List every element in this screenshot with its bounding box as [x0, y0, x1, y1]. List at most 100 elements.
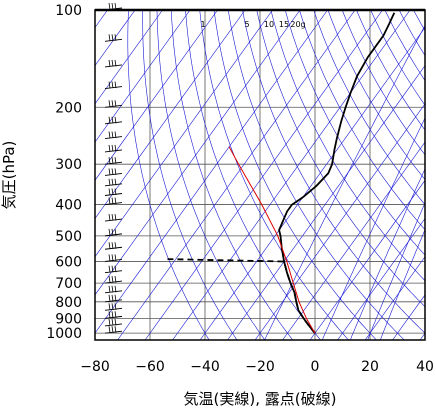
x-tick-label: −40	[190, 359, 220, 375]
wind-barb-flag	[114, 188, 117, 196]
wind-barb-flag	[108, 285, 111, 293]
wind-barb-flag	[108, 294, 111, 302]
y-tick-label: 200	[55, 100, 82, 116]
dry-adiabat	[299, 10, 425, 231]
wind-barb-flag	[108, 254, 111, 262]
wind-barbs	[104, 2, 123, 334]
wind-barb-flag	[114, 326, 117, 333]
wind-barb-flag	[111, 311, 114, 318]
dry-adiabat	[242, 10, 425, 334]
dry-adiabat	[270, 10, 425, 282]
wind-barb-staff	[104, 86, 123, 89]
y-tick-label: 300	[55, 157, 82, 173]
wind-barb-staff	[104, 121, 123, 125]
wind-barb	[104, 318, 123, 327]
x-tick-label: −60	[135, 359, 165, 375]
wind-barb-flag	[111, 81, 114, 89]
x-tick-labels: −80 −60 −40 −20 0 20 40	[80, 359, 434, 375]
x-axis-title: 気温(実線), 露点(破線)	[184, 390, 337, 408]
mixing-ratio-label: 10	[264, 20, 274, 29]
y-tick-label: 100	[55, 3, 82, 19]
wind-barb-staff	[104, 202, 123, 206]
wind-barb-staff	[104, 136, 123, 140]
wind-barb-flag	[108, 59, 111, 67]
wind-barb-flag	[108, 144, 111, 152]
wind-barb-staff	[104, 149, 123, 153]
wind-barb	[104, 214, 123, 222]
wind-barb-flag	[114, 294, 117, 302]
isotherm-line	[392, 294, 425, 340]
dry-adiabat	[142, 10, 238, 340]
wind-barb-flag	[114, 131, 117, 139]
wind-barb-flag	[111, 254, 114, 262]
y-tick-label: 1000	[46, 326, 82, 342]
dry-adiabat	[384, 10, 425, 82]
wind-barb-staff	[104, 270, 123, 274]
wind-barb-flag	[114, 59, 117, 67]
wind-barb	[104, 294, 123, 303]
wind-barb-staff	[104, 38, 123, 42]
wind-barb-flag	[111, 188, 114, 196]
wind-barb	[104, 188, 123, 196]
wind-barb-flag	[108, 303, 111, 310]
wind-barb-flag	[108, 188, 111, 196]
wind-barb-flag	[114, 34, 117, 41]
wind-barb-flag	[114, 265, 117, 273]
wind-barb	[104, 311, 123, 319]
wind-barb-flag	[111, 326, 114, 333]
wind-barb-flag	[111, 168, 114, 175]
x-tick-label: −20	[245, 359, 275, 375]
wind-barb-staff	[104, 246, 123, 250]
isotherm-line	[172, 10, 411, 340]
isotherm-line	[254, 103, 425, 340]
wind-barb	[104, 34, 123, 42]
wind-barb-staff	[104, 315, 123, 319]
wind-barb-flag	[114, 2, 117, 10]
wind-barb-flag	[114, 242, 117, 249]
isotherm-line	[364, 256, 425, 340]
isotherm-line	[95, 10, 301, 296]
wind-barb-flag	[108, 116, 111, 124]
profile-lines	[167, 12, 396, 334]
isotherm-line	[95, 10, 163, 105]
parcel-path-line	[228, 146, 316, 334]
wind-barb-staff	[104, 280, 123, 284]
wind-barb-staff	[104, 64, 123, 68]
wind-barb	[104, 131, 123, 140]
wind-barb-staff	[104, 290, 123, 294]
wind-barb-staff	[104, 172, 123, 176]
wind-barb-staff	[104, 104, 123, 108]
mixing-ratio-line	[349, 168, 425, 340]
wind-barb	[104, 116, 123, 125]
isotherm-line	[95, 10, 191, 143]
wind-barb-flag	[111, 131, 114, 139]
dry-adiabat	[156, 10, 266, 340]
wind-barb	[104, 285, 123, 294]
isotherm-line	[95, 10, 328, 334]
wind-barb-staff	[104, 307, 123, 311]
wind-barb-flag	[114, 276, 117, 283]
wind-barb-staff	[104, 323, 123, 327]
wind-barb-flag	[114, 318, 117, 326]
isotherm-line	[309, 179, 425, 340]
background-grid	[95, 10, 425, 340]
x-tick-label: 40	[416, 359, 434, 375]
dry-adiabat	[256, 10, 425, 308]
dry-adiabat	[284, 10, 425, 256]
wind-barb	[104, 100, 123, 108]
wind-barb-flag	[114, 285, 117, 293]
wind-barb-flag	[108, 242, 111, 249]
mixing-ratio-line	[380, 228, 425, 340]
wind-barb-flag	[114, 144, 117, 152]
isotherm-line	[95, 10, 246, 220]
wind-barb-flag	[108, 178, 111, 186]
wind-barb-flag	[111, 242, 114, 249]
mixing-ratio-label: 1	[200, 20, 205, 29]
y-axis-title: 気圧(hPa)	[0, 141, 18, 210]
mixing-ratio-lines	[264, 24, 425, 340]
wind-barb	[104, 168, 123, 176]
wind-barb-flag	[108, 2, 111, 10]
isotherm-line	[144, 10, 383, 340]
y-tick-label: 700	[55, 276, 82, 292]
